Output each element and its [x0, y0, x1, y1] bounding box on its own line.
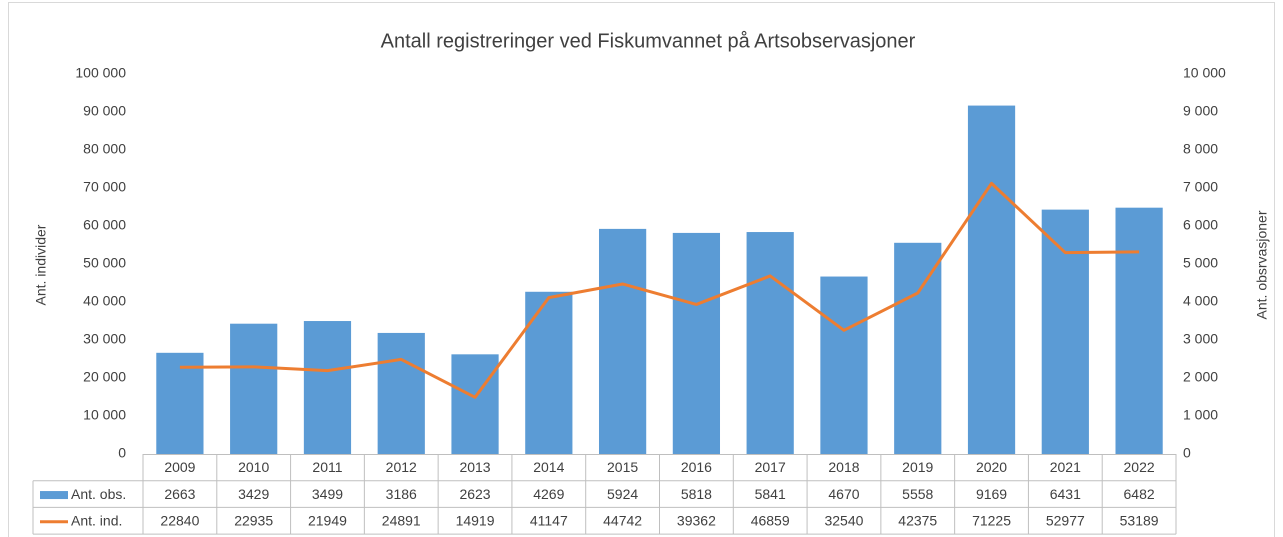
- bar: [156, 352, 204, 454]
- table-value: 3429: [238, 486, 269, 502]
- y2-tick-label: 3 000: [1183, 331, 1218, 347]
- y-tick-label: 80 000: [83, 141, 126, 157]
- bar: [894, 242, 942, 454]
- y-tick-label: 90 000: [83, 103, 126, 119]
- table-value: 5924: [607, 486, 638, 502]
- bar: [746, 232, 794, 454]
- table-value: 21949: [308, 512, 347, 528]
- table-value: 41147: [530, 512, 568, 528]
- y-tick-label: 100 000: [75, 65, 126, 81]
- bar: [598, 228, 647, 454]
- table-value: 6431: [1050, 486, 1081, 502]
- table-value: 22935: [234, 512, 273, 528]
- table-value: 5558: [902, 486, 933, 502]
- x-tick-label: 2013: [459, 459, 490, 475]
- table-value: 52977: [1046, 512, 1085, 528]
- table-value: 53189: [1120, 512, 1159, 528]
- x-tick-label: 2009: [164, 459, 195, 475]
- y2-tick-label: 1 000: [1183, 407, 1218, 423]
- table-value: 42375: [898, 512, 937, 528]
- bar: [377, 332, 425, 454]
- table-value: 22840: [160, 512, 199, 528]
- legend-swatch: [40, 491, 68, 500]
- x-tick-label: 2022: [1124, 459, 1155, 475]
- table-value: 2623: [459, 486, 490, 502]
- table-value: 6482: [1124, 486, 1155, 502]
- table-value: 71225: [972, 512, 1011, 528]
- table-value: 14919: [456, 512, 495, 528]
- y2-tick-label: 9 000: [1183, 103, 1218, 119]
- legend-label: Ant. obs.: [71, 486, 126, 502]
- y-axis-title: Ant. individer: [33, 224, 49, 305]
- y-tick-label: 10 000: [83, 407, 126, 423]
- x-tick-label: 2014: [533, 459, 564, 475]
- x-tick-label: 2010: [238, 459, 269, 475]
- y2-tick-label: 7 000: [1183, 179, 1218, 195]
- table-value: 46859: [751, 512, 790, 528]
- bar: [820, 276, 868, 454]
- bar: [967, 105, 1016, 454]
- table-value: 44742: [603, 512, 642, 528]
- x-tick-label: 2015: [607, 459, 638, 475]
- bar: [672, 232, 721, 454]
- y2-tick-label: 0: [1183, 445, 1191, 461]
- y-tick-label: 30 000: [83, 331, 126, 347]
- table-value: 5841: [755, 486, 786, 502]
- x-tick-label: 2012: [386, 459, 417, 475]
- table-value: 24891: [382, 512, 421, 528]
- x-tick-label: 2016: [681, 459, 712, 475]
- bar: [1115, 207, 1163, 454]
- y2-tick-label: 10 000: [1183, 65, 1226, 81]
- y-tick-label: 60 000: [83, 217, 126, 233]
- table-value: 4670: [828, 486, 859, 502]
- chart-title: Antall registreringer ved Fiskumvannet p…: [381, 30, 916, 52]
- y-tick-label: 0: [118, 445, 126, 461]
- y2-tick-label: 6 000: [1183, 217, 1218, 233]
- table-value: 32540: [824, 512, 863, 528]
- y-tick-label: 20 000: [83, 369, 126, 385]
- table-value: 5818: [681, 486, 712, 502]
- bar: [303, 321, 352, 454]
- bar: [451, 354, 499, 454]
- y2-tick-label: 4 000: [1183, 293, 1218, 309]
- table-value: 3186: [386, 486, 417, 502]
- bar: [1041, 209, 1089, 454]
- legend-label: Ant. ind.: [71, 512, 122, 528]
- bar: [230, 323, 278, 454]
- table-value: 4269: [533, 486, 564, 502]
- line: [179, 181, 1140, 399]
- x-tick-label: 2011: [312, 459, 342, 475]
- x-tick-label: 2019: [902, 459, 933, 475]
- y-tick-label: 50 000: [83, 255, 126, 271]
- bar: [525, 291, 573, 454]
- table-value: 2663: [164, 486, 195, 502]
- y-tick-label: 70 000: [83, 179, 126, 195]
- x-tick-label: 2017: [755, 459, 786, 475]
- x-tick-label: 2021: [1050, 459, 1081, 475]
- y2-tick-label: 8 000: [1183, 141, 1218, 157]
- y2-tick-label: 5 000: [1183, 255, 1218, 271]
- table-value: 39362: [677, 512, 716, 528]
- x-tick-label: 2020: [976, 459, 1007, 475]
- x-tick-label: 2018: [828, 459, 859, 475]
- y-tick-label: 40 000: [83, 293, 126, 309]
- y2-axis-title: Ant. obsrvasjoner: [1254, 210, 1270, 319]
- y2-tick-label: 2 000: [1183, 369, 1218, 385]
- table-value: 3499: [312, 486, 343, 502]
- table-value: 9169: [976, 486, 1007, 502]
